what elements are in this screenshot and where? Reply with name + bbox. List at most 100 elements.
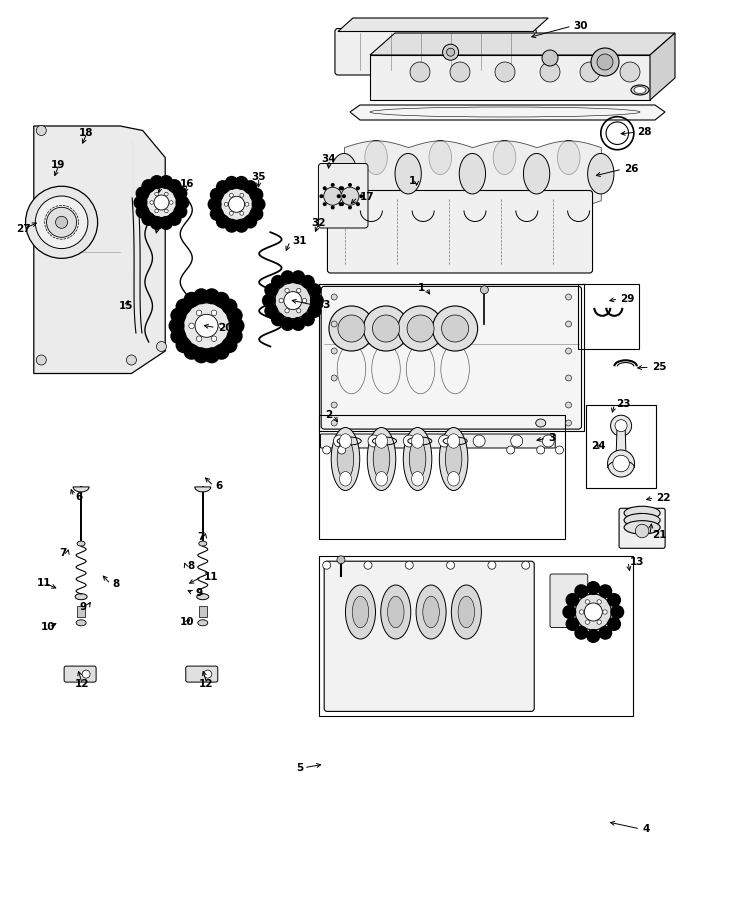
Circle shape bbox=[613, 455, 629, 472]
Circle shape bbox=[126, 355, 137, 365]
Circle shape bbox=[168, 318, 185, 334]
FancyBboxPatch shape bbox=[324, 562, 534, 711]
Circle shape bbox=[337, 556, 345, 563]
Text: 1: 1 bbox=[418, 283, 425, 293]
Circle shape bbox=[442, 44, 459, 60]
Text: 2: 2 bbox=[325, 410, 333, 420]
Circle shape bbox=[156, 341, 167, 352]
Circle shape bbox=[36, 125, 47, 136]
Circle shape bbox=[566, 420, 572, 426]
Text: 8: 8 bbox=[113, 579, 120, 590]
Circle shape bbox=[580, 62, 600, 82]
Circle shape bbox=[333, 435, 345, 447]
Circle shape bbox=[356, 202, 360, 206]
Text: 24: 24 bbox=[591, 441, 605, 452]
Circle shape bbox=[407, 315, 434, 342]
Circle shape bbox=[331, 321, 337, 327]
Ellipse shape bbox=[376, 434, 388, 448]
Circle shape bbox=[221, 188, 252, 220]
FancyBboxPatch shape bbox=[321, 434, 555, 448]
Circle shape bbox=[566, 348, 572, 354]
Polygon shape bbox=[73, 487, 89, 492]
Circle shape bbox=[597, 620, 602, 625]
Circle shape bbox=[310, 293, 324, 308]
Circle shape bbox=[141, 179, 155, 194]
Circle shape bbox=[566, 375, 572, 381]
Circle shape bbox=[228, 196, 245, 212]
Polygon shape bbox=[195, 487, 211, 492]
Circle shape bbox=[585, 620, 590, 625]
Circle shape bbox=[410, 62, 430, 82]
Bar bbox=[586, 405, 656, 488]
Ellipse shape bbox=[451, 585, 481, 639]
Text: 26: 26 bbox=[624, 164, 638, 175]
Circle shape bbox=[439, 435, 451, 447]
Circle shape bbox=[284, 292, 302, 310]
Circle shape bbox=[154, 195, 169, 210]
Text: 29: 29 bbox=[620, 293, 635, 304]
Circle shape bbox=[170, 328, 186, 344]
Ellipse shape bbox=[376, 472, 388, 486]
Polygon shape bbox=[616, 426, 626, 457]
Circle shape bbox=[149, 216, 164, 230]
Circle shape bbox=[47, 207, 77, 238]
Bar bbox=[578, 284, 639, 349]
Ellipse shape bbox=[448, 434, 460, 448]
Circle shape bbox=[447, 562, 454, 569]
Circle shape bbox=[243, 180, 258, 194]
Circle shape bbox=[36, 355, 47, 365]
Text: 7: 7 bbox=[197, 532, 204, 543]
Circle shape bbox=[222, 299, 237, 314]
Text: 4: 4 bbox=[642, 824, 650, 834]
Circle shape bbox=[141, 212, 155, 226]
Ellipse shape bbox=[409, 439, 426, 479]
Ellipse shape bbox=[339, 472, 351, 486]
Circle shape bbox=[249, 207, 264, 220]
Circle shape bbox=[281, 317, 294, 331]
Circle shape bbox=[603, 610, 607, 614]
Circle shape bbox=[566, 593, 580, 607]
Circle shape bbox=[473, 435, 485, 447]
Circle shape bbox=[566, 321, 572, 327]
Circle shape bbox=[245, 202, 249, 206]
Circle shape bbox=[356, 186, 360, 190]
Ellipse shape bbox=[331, 154, 357, 194]
Text: 33: 33 bbox=[316, 300, 330, 310]
Circle shape bbox=[271, 312, 285, 327]
Text: 28: 28 bbox=[638, 127, 652, 138]
Ellipse shape bbox=[337, 439, 354, 479]
Circle shape bbox=[495, 62, 515, 82]
Circle shape bbox=[211, 310, 217, 316]
Circle shape bbox=[297, 288, 301, 292]
Circle shape bbox=[183, 292, 200, 308]
Circle shape bbox=[225, 176, 239, 190]
Circle shape bbox=[575, 584, 588, 598]
Circle shape bbox=[225, 202, 228, 206]
Circle shape bbox=[210, 207, 224, 220]
Text: 9: 9 bbox=[80, 601, 86, 612]
Circle shape bbox=[599, 584, 612, 598]
Text: 16: 16 bbox=[153, 178, 167, 189]
Circle shape bbox=[252, 197, 266, 211]
Text: 32: 32 bbox=[311, 218, 325, 229]
Circle shape bbox=[580, 610, 584, 614]
Ellipse shape bbox=[624, 513, 660, 527]
FancyBboxPatch shape bbox=[185, 666, 218, 682]
Polygon shape bbox=[34, 126, 165, 374]
Circle shape bbox=[597, 599, 602, 604]
Circle shape bbox=[566, 402, 572, 408]
Circle shape bbox=[566, 294, 572, 300]
Text: 18: 18 bbox=[79, 128, 93, 139]
Circle shape bbox=[348, 205, 352, 210]
Ellipse shape bbox=[429, 140, 451, 175]
Circle shape bbox=[597, 54, 613, 70]
Circle shape bbox=[522, 562, 529, 569]
Circle shape bbox=[611, 415, 632, 436]
Circle shape bbox=[562, 605, 576, 619]
Circle shape bbox=[211, 336, 217, 341]
Circle shape bbox=[216, 214, 230, 229]
Circle shape bbox=[159, 175, 173, 189]
Circle shape bbox=[227, 328, 243, 344]
Text: 9: 9 bbox=[195, 588, 202, 598]
Circle shape bbox=[227, 308, 243, 323]
